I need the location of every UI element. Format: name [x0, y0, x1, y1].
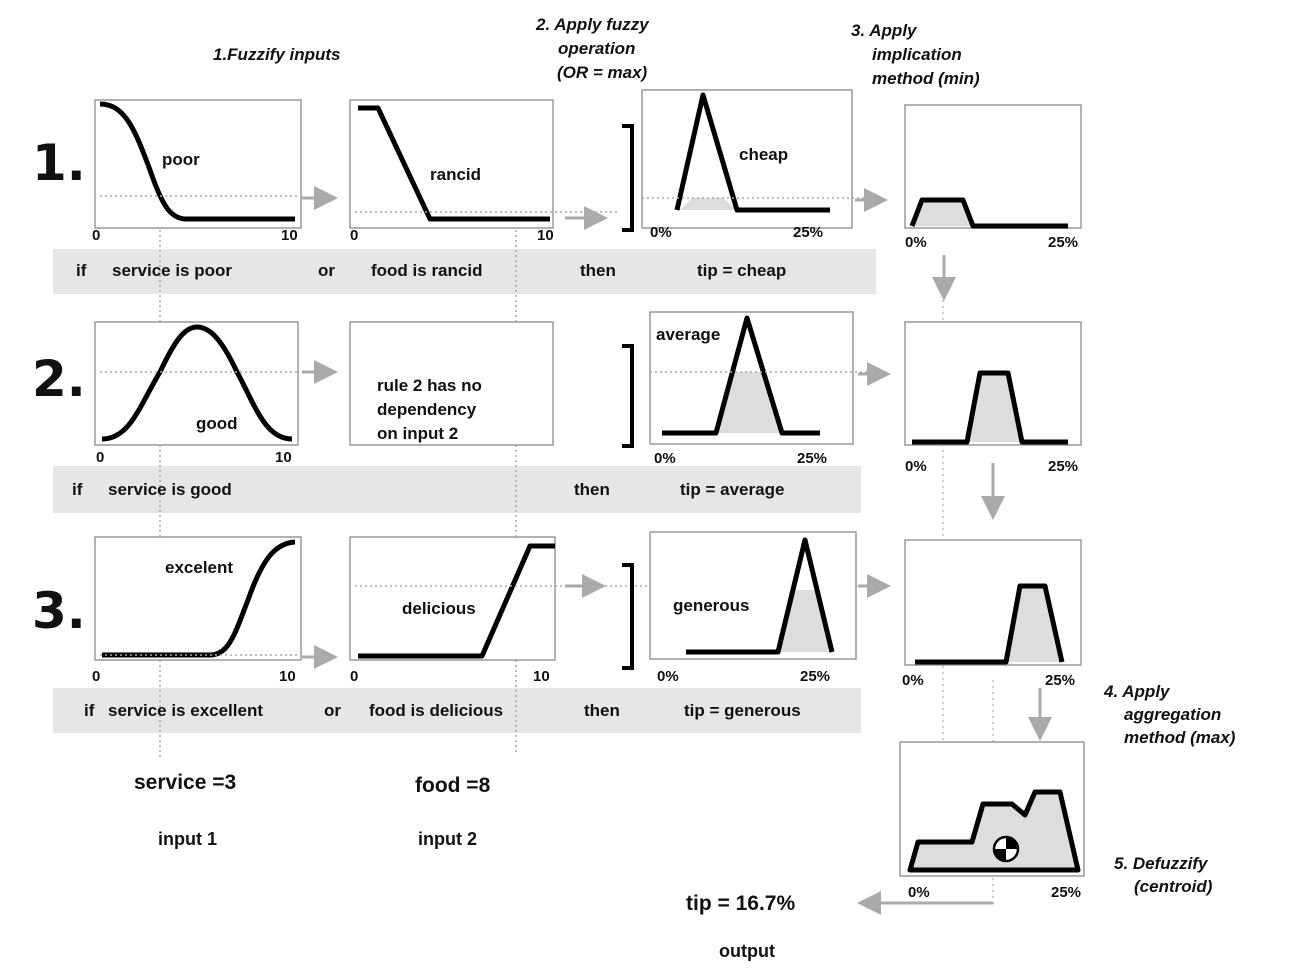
tick-r2-imp-min: 0%	[905, 458, 927, 475]
label-good: good	[196, 414, 238, 433]
tick-r2-imp-max: 25%	[1048, 458, 1079, 475]
tick-r1-out-min: 0%	[650, 224, 672, 241]
label-cheap: cheap	[739, 145, 789, 164]
tick-r3-out-max: 25%	[800, 668, 831, 685]
row-number-3: 3.	[32, 582, 86, 640]
tick-agg-max: 25%	[1051, 884, 1082, 901]
rule-bar-1	[53, 249, 876, 294]
label-generous: generous	[673, 596, 750, 615]
rule3-antecedent1: service is excellent	[108, 701, 264, 720]
curve-implied-3	[915, 583, 1065, 665]
label-delicious: delicious	[402, 599, 476, 618]
area-aggregated	[907, 789, 1081, 873]
plot-delicious	[349, 536, 556, 661]
step-4-heading-line2: aggregation	[1124, 705, 1222, 724]
tick-agg-min: 0%	[908, 884, 930, 901]
tick-r3-in1-max: 10	[279, 668, 296, 685]
tick-r1-imp-min: 0%	[905, 234, 927, 251]
plot-rancid	[349, 99, 554, 229]
rule2-then: then	[574, 480, 610, 499]
food-value: food =8	[415, 774, 491, 797]
rule1-antecedent2: food is rancid	[371, 261, 483, 280]
step-5-heading-line2: (centroid)	[1134, 877, 1213, 896]
step-2-heading-line1: 2. Apply fuzzy	[536, 15, 649, 34]
note-line3: on input 2	[377, 424, 459, 443]
curve-rancid	[358, 105, 550, 222]
step-4-heading-line3: method (max)	[1124, 728, 1236, 747]
step-5-heading-line1: 5. Defuzzify	[1114, 854, 1208, 873]
rule2-consequent: tip = average	[680, 480, 785, 499]
tick-r3-in1-min: 0	[92, 668, 101, 685]
service-value: service =3	[134, 771, 237, 794]
step-3-heading-line1: 3. Apply	[851, 21, 917, 40]
step-4-heading-line1: 4. Apply	[1104, 682, 1170, 701]
step-3-heading-line2: implication	[872, 45, 962, 64]
tick-r1-imp-max: 25%	[1048, 234, 1079, 251]
tick-r2-out-max: 25%	[797, 450, 828, 467]
bracket-1	[622, 124, 634, 232]
tick-r3-imp-min: 0%	[902, 672, 924, 689]
bracket-2	[622, 344, 634, 448]
curve-poor	[99, 101, 295, 222]
rule2-antecedent1: service is good	[108, 480, 232, 499]
tick-r3-in2-min: 0	[350, 668, 359, 685]
curve-delicious	[358, 543, 555, 659]
tick-r1-in1-max: 10	[281, 227, 298, 244]
note-line2: dependency	[377, 400, 477, 419]
tick-r1-in1-min: 0	[92, 227, 101, 244]
area-implied-1	[912, 200, 973, 226]
rule3-then: then	[584, 701, 620, 720]
rule1-connector: or	[318, 261, 335, 280]
tick-r2-out-min: 0%	[654, 450, 676, 467]
rule-bar-3	[53, 688, 861, 733]
step-1-heading: 1.Fuzzify inputs	[213, 45, 341, 64]
tick-r2-in1-max: 10	[275, 449, 292, 466]
food-caption: input 2	[418, 829, 477, 849]
rule1-then: then	[580, 261, 616, 280]
tick-r3-imp-max: 25%	[1045, 672, 1076, 689]
rule1-consequent: tip = cheap	[697, 261, 787, 280]
label-average: average	[656, 325, 721, 344]
centroid-marker-icon	[992, 835, 1020, 863]
area-implied-2	[967, 373, 1022, 442]
rule3-antecedent2: food is delicious	[369, 701, 504, 720]
tick-r2-in1-min: 0	[96, 449, 105, 466]
output-caption: output	[719, 941, 775, 961]
bracket-3	[622, 563, 634, 670]
rule3-consequent: tip = generous	[684, 701, 801, 720]
tick-r1-in2-min: 0	[350, 227, 359, 244]
rule3-if: if	[84, 701, 95, 720]
tick-r3-in2-max: 10	[533, 668, 550, 685]
row-number-2: 2.	[32, 350, 86, 408]
label-poor: poor	[162, 150, 200, 169]
curve-good	[101, 324, 293, 442]
rule3-connector: or	[324, 701, 341, 720]
tick-r1-out-max: 25%	[793, 224, 824, 241]
label-excelent: excelent	[165, 558, 234, 577]
rule1-antecedent1: service is poor	[112, 261, 233, 280]
curve-implied-1	[909, 197, 1068, 229]
rule-bar-2	[53, 466, 861, 513]
plot-no-dependency	[349, 321, 554, 446]
label-rancid: rancid	[430, 165, 482, 184]
area-cheap	[680, 198, 737, 210]
tick-r1-in2-max: 10	[537, 227, 554, 244]
curve-cheap	[674, 92, 830, 213]
note-line1: rule 2 has no	[377, 376, 482, 395]
service-caption: input 1	[158, 829, 217, 849]
rule1-if: if	[76, 261, 87, 280]
step-2-heading-line2: operation	[558, 39, 636, 58]
curve-generous	[686, 537, 835, 655]
rule2-if: if	[72, 480, 83, 499]
step-3-heading-line3: method (min)	[872, 69, 980, 88]
row-number-1: 1.	[32, 134, 86, 192]
curve-excelent	[102, 539, 296, 658]
tick-r3-out-min: 0%	[657, 668, 679, 685]
curve-average	[662, 315, 820, 436]
curve-implied-2	[912, 370, 1068, 445]
step-2-heading-line3: (OR = max)	[557, 63, 648, 82]
output-value: tip = 16.7%	[686, 892, 796, 915]
